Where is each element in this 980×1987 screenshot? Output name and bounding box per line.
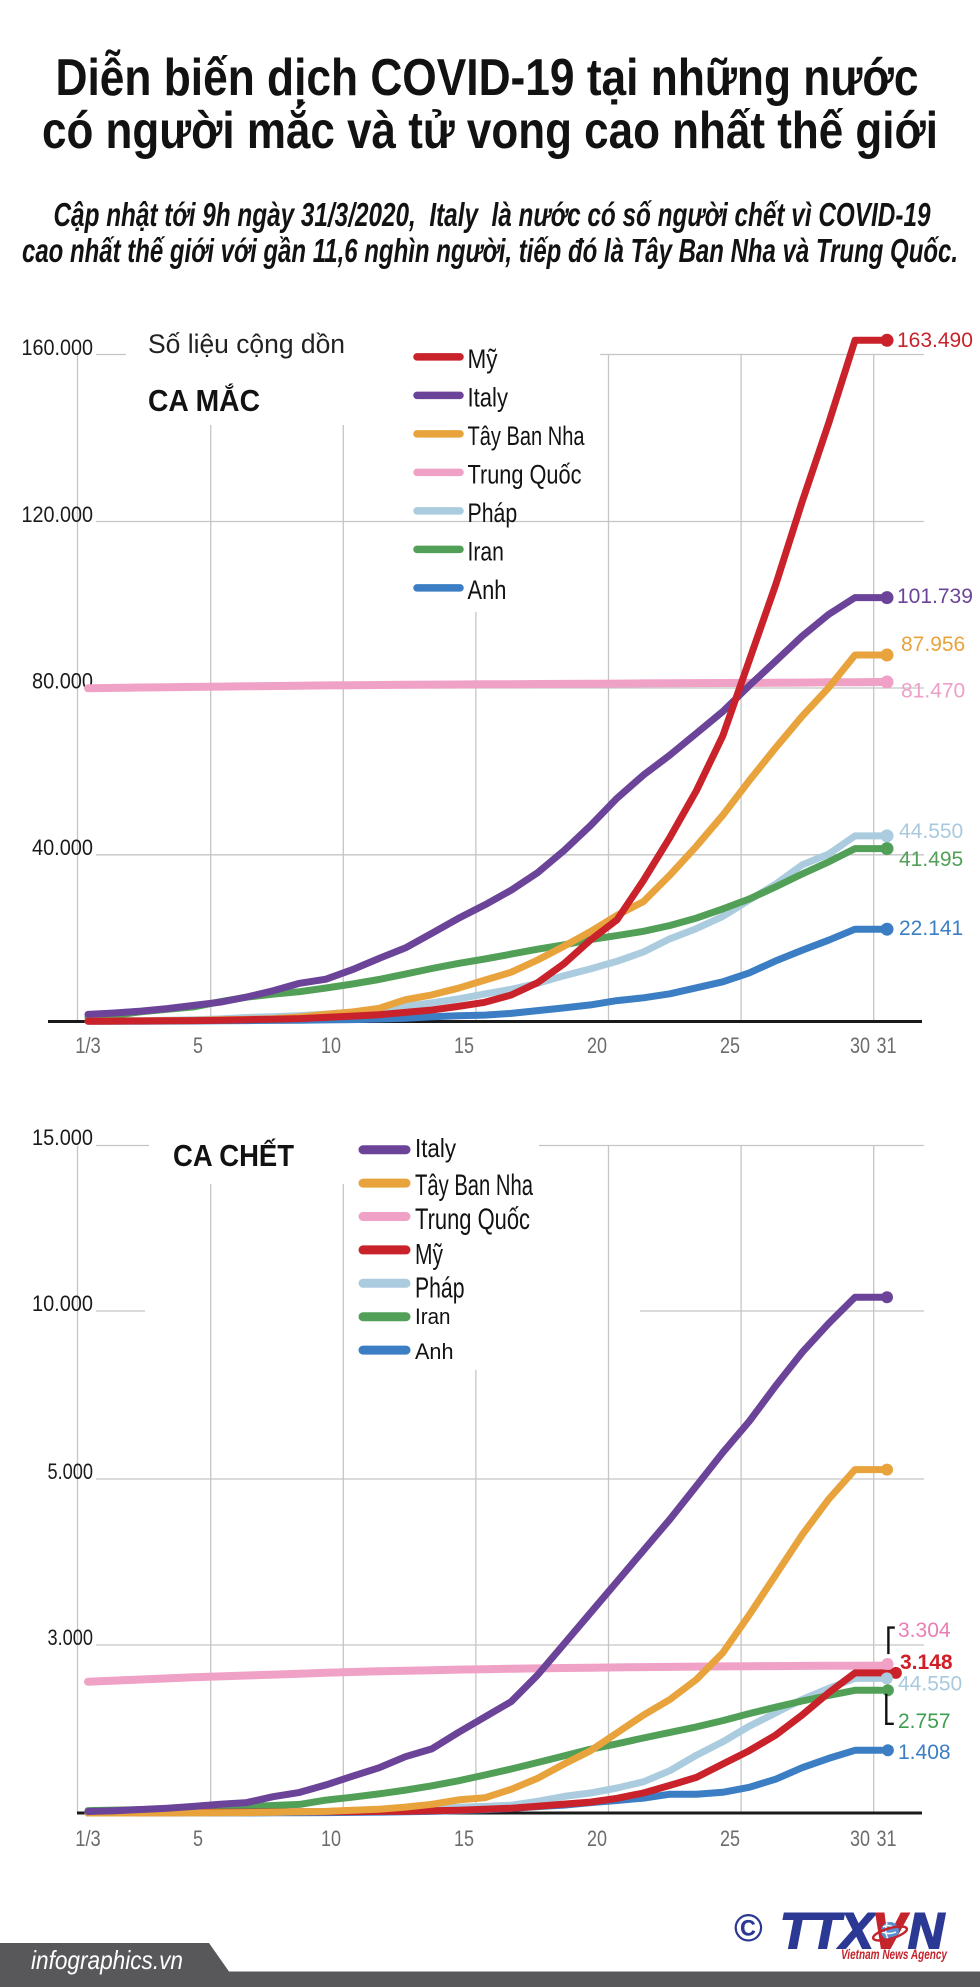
- svg-text:có người mắc và tử vong cao nh: có người mắc và tử vong cao nhất thế giớ…: [42, 101, 938, 160]
- svg-text:Iran: Iran: [468, 536, 504, 566]
- svg-text:10.000: 10.000: [32, 1291, 93, 1316]
- svg-text:Italy: Italy: [415, 1133, 456, 1163]
- svg-text:3.000: 3.000: [48, 1625, 94, 1650]
- svg-text:Mỹ: Mỹ: [468, 344, 498, 374]
- svg-text:Pháp: Pháp: [415, 1273, 465, 1305]
- svg-text:15: 15: [454, 1033, 474, 1058]
- svg-text:©: ©: [734, 1907, 763, 1950]
- svg-text:infographics.vn: infographics.vn: [31, 1945, 183, 1975]
- svg-text:87.956: 87.956: [901, 633, 965, 656]
- svg-text:X: X: [837, 1903, 876, 1959]
- svg-text:T: T: [810, 1903, 845, 1959]
- svg-text:5.000: 5.000: [48, 1459, 94, 1484]
- svg-text:Anh: Anh: [468, 575, 507, 605]
- svg-text:163.490: 163.490: [897, 329, 973, 352]
- svg-text:1/3: 1/3: [75, 1826, 101, 1851]
- svg-text:20: 20: [587, 1826, 607, 1851]
- svg-text:44.550: 44.550: [899, 820, 963, 843]
- svg-text:25: 25: [720, 1826, 740, 1851]
- svg-text:Trung Quốc: Trung Quốc: [468, 459, 582, 489]
- svg-text:20: 20: [587, 1033, 607, 1058]
- svg-text:1/3: 1/3: [75, 1033, 101, 1058]
- svg-text:31: 31: [877, 1826, 897, 1851]
- svg-text:80.000: 80.000: [32, 669, 93, 694]
- svg-text:15.000: 15.000: [32, 1125, 93, 1150]
- svg-text:Mỹ: Mỹ: [415, 1239, 443, 1271]
- svg-text:31: 31: [877, 1033, 897, 1058]
- svg-text:Trung Quốc: Trung Quốc: [415, 1203, 530, 1236]
- svg-text:Tây Ban Nha: Tây Ban Nha: [415, 1169, 533, 1202]
- svg-text:Anh: Anh: [415, 1339, 454, 1364]
- svg-text:Diễn biến dịch COVID-19 tại nh: Diễn biến dịch COVID-19 tại những nước: [56, 49, 919, 107]
- svg-text:T: T: [780, 1903, 815, 1959]
- svg-text:5: 5: [193, 1033, 203, 1058]
- svg-text:44.550: 44.550: [898, 1673, 962, 1696]
- svg-text:3.304: 3.304: [898, 1619, 951, 1642]
- svg-text:Số liệu cộng dồn: Số liệu cộng dồn: [148, 329, 345, 359]
- svg-text:101.739: 101.739: [897, 585, 973, 608]
- svg-text:Iran: Iran: [415, 1304, 451, 1329]
- svg-text:25: 25: [720, 1033, 740, 1058]
- svg-text:1.408: 1.408: [898, 1741, 951, 1764]
- svg-text:40.000: 40.000: [32, 835, 93, 860]
- svg-text:120.000: 120.000: [22, 502, 94, 527]
- svg-text:cao nhất thế giới với gần 11,6: cao nhất thế giới với gần 11,6 nghìn ngư…: [22, 232, 958, 269]
- svg-text:Tây Ban Nha: Tây Ban Nha: [468, 421, 586, 451]
- svg-text:15: 15: [454, 1826, 474, 1851]
- svg-text:Italy: Italy: [468, 382, 509, 412]
- svg-text:CA CHẾT: CA CHẾT: [173, 1138, 294, 1173]
- svg-text:Vietnam News Agency: Vietnam News Agency: [841, 1947, 948, 1962]
- svg-text:22.141: 22.141: [899, 917, 963, 940]
- svg-text:10: 10: [321, 1033, 341, 1058]
- svg-text:10: 10: [321, 1826, 341, 1851]
- svg-text:2.757: 2.757: [898, 1710, 951, 1733]
- svg-text:Pháp: Pháp: [468, 498, 518, 528]
- svg-text:5: 5: [193, 1826, 203, 1851]
- svg-text:N: N: [908, 1903, 945, 1959]
- svg-text:Cập nhật tới 9h ngày 31/3/2020: Cập nhật tới 9h ngày 31/3/2020, Italy là…: [54, 196, 931, 233]
- svg-text:30: 30: [850, 1826, 870, 1851]
- svg-text:81.470: 81.470: [901, 680, 965, 703]
- svg-text:160.000: 160.000: [22, 335, 94, 360]
- svg-text:41.495: 41.495: [899, 848, 963, 871]
- svg-text:CA MẮC: CA MẮC: [148, 382, 260, 418]
- svg-text:3.148: 3.148: [900, 1651, 953, 1674]
- svg-text:30: 30: [850, 1033, 870, 1058]
